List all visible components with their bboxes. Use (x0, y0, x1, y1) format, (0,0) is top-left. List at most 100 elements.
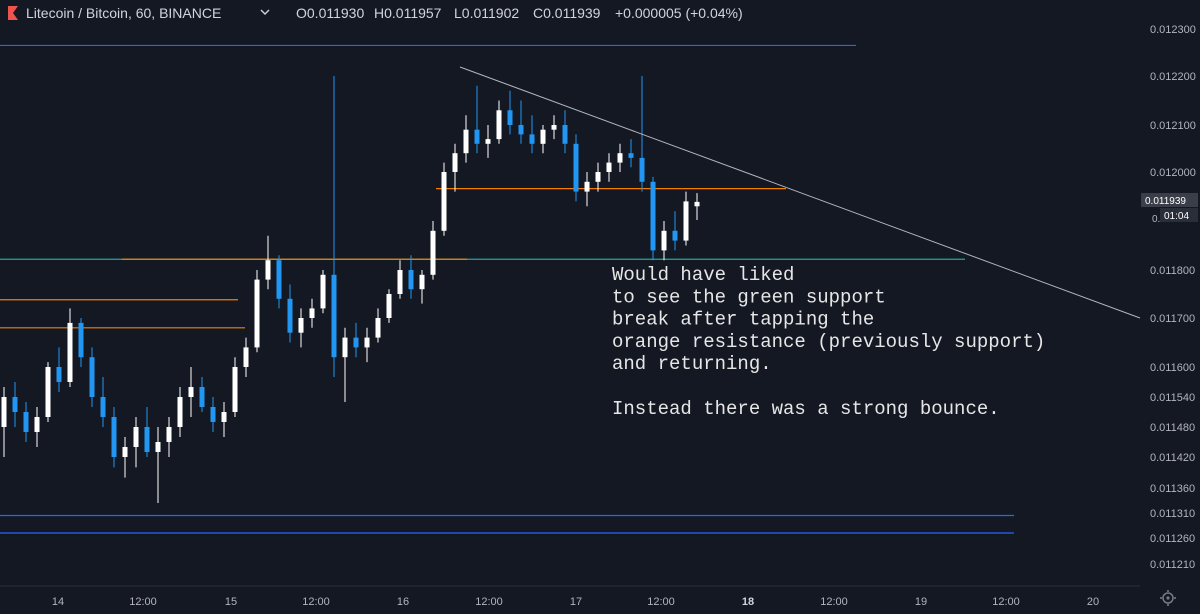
time-tick-label: 18 (742, 596, 754, 608)
candle-body (419, 274, 425, 290)
gear-icon[interactable] (1160, 590, 1176, 606)
price-tick-label: 0.012300 (1150, 24, 1196, 36)
candle-body (584, 181, 590, 192)
ohlc-open: O0.011930 (296, 5, 364, 21)
time-tick-label: 20 (1087, 596, 1099, 608)
last-price-tag: 0.01 0.011939 01:04 (1141, 193, 1198, 225)
candle (408, 255, 414, 299)
candle (166, 417, 172, 457)
candle (309, 298, 315, 328)
candle (485, 125, 491, 158)
candle (265, 235, 271, 290)
ohlc-change: +0.000005 (+0.04%) (615, 5, 743, 21)
price-tick-label: 0.011600 (1150, 362, 1195, 374)
candle-body (12, 397, 18, 412)
chevron-down-icon[interactable] (260, 9, 270, 15)
candle (287, 284, 293, 343)
candle (595, 162, 601, 192)
candle (540, 125, 546, 154)
candle-body (364, 337, 370, 348)
candle (386, 289, 392, 323)
chart-header: Litecoin / Bitcoin, 60, BINANCE O0.01193… (8, 5, 743, 21)
candle-body (342, 337, 348, 358)
candle (100, 377, 106, 427)
price-tick-label: 0.012200 (1150, 71, 1196, 83)
candle (298, 308, 304, 348)
candle (243, 337, 249, 377)
candle-body (518, 125, 524, 135)
time-tick-label: 12:00 (475, 596, 503, 608)
candle (133, 417, 139, 468)
candle-body (375, 318, 381, 338)
candle (617, 143, 623, 172)
annotation-line: to see the green support (612, 286, 886, 308)
candle (529, 115, 535, 154)
candle (353, 322, 359, 358)
candle (254, 270, 260, 353)
candle-body (221, 412, 227, 422)
candle-body (353, 337, 359, 348)
candle (188, 367, 194, 417)
candle-body (243, 347, 249, 367)
price-tick-label: 0.011310 (1150, 508, 1195, 520)
ohlc-close: C0.011939 (533, 5, 601, 21)
time-axis[interactable]: 14 12:00 15 12:00 16 12:00 17 12:00 18 12:00 19 12:… (52, 596, 1099, 608)
candle (551, 115, 557, 140)
ohlc-low: L0.011902 (454, 5, 519, 21)
candle (1, 387, 7, 457)
candle (111, 407, 117, 468)
candle (573, 134, 579, 202)
candle (177, 387, 183, 437)
time-tick-label: 12:00 (820, 596, 848, 608)
candle-body (144, 427, 150, 452)
candle (221, 402, 227, 437)
candle (78, 318, 84, 367)
price-tick-label: 0.011480 (1150, 422, 1195, 434)
candle (331, 76, 337, 377)
candle (144, 407, 150, 457)
candle-body (661, 230, 667, 251)
candle-body (529, 134, 535, 144)
time-tick-label: 12:00 (302, 596, 330, 608)
candle-body (287, 298, 293, 333)
candle-body (78, 322, 84, 358)
candle-body (56, 367, 62, 382)
ohlc-high: H0.011957 (374, 5, 442, 21)
candle-body (628, 153, 634, 158)
bar-countdown: 01:04 (1164, 211, 1189, 222)
candle-body (89, 357, 95, 397)
time-tick-label: 15 (225, 596, 237, 608)
candle-body (100, 397, 106, 417)
candle (562, 110, 568, 154)
price-tick-label: 0.011420 (1150, 452, 1195, 464)
candle-body (595, 172, 601, 182)
time-tick-label: 12:00 (129, 596, 157, 608)
trendline[interactable] (459, 66, 1141, 319)
candle-body (496, 110, 502, 140)
candle (606, 153, 612, 182)
exchange-flag-icon (8, 6, 18, 20)
trendline-layer (459, 66, 1141, 319)
candle-body (507, 110, 513, 125)
horizontal-levels (0, 44, 1014, 534)
candle (672, 211, 678, 251)
candle-body (408, 270, 414, 290)
candle (661, 221, 667, 261)
candle-body (276, 260, 282, 299)
price-tick-label: 0.012000 (1150, 167, 1196, 179)
candle-body (617, 153, 623, 163)
symbol-title[interactable]: Litecoin / Bitcoin, 60, BINANCE (26, 5, 221, 21)
candle (650, 176, 656, 261)
candle-body (463, 129, 469, 154)
price-tick-label: 0.011360 (1150, 483, 1195, 495)
candle-body (155, 442, 161, 452)
price-axis[interactable]: 0.012300 0.012200 0.012100 0.012000 0.011800… (1150, 24, 1196, 571)
candle (584, 172, 590, 207)
candle (342, 327, 348, 402)
candle-body (23, 412, 29, 432)
candle (375, 308, 381, 343)
candle-body (111, 417, 117, 457)
